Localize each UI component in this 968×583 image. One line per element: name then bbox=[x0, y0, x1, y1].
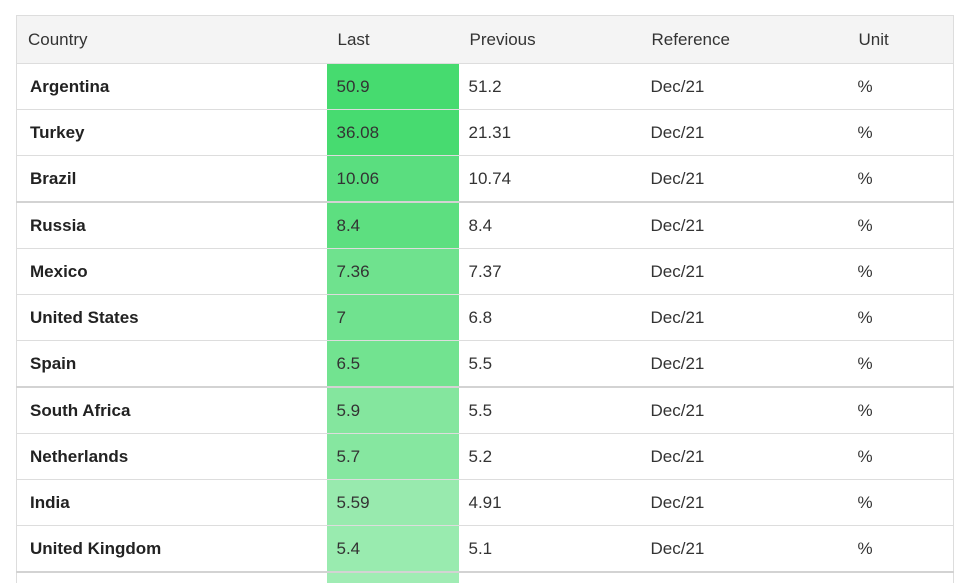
last-value-cell: 50.9 bbox=[327, 64, 459, 110]
unit-cell: % bbox=[848, 249, 954, 295]
table-row: Spain 6.5 5.5 Dec/21 % bbox=[17, 341, 954, 388]
unit-cell: % bbox=[848, 387, 954, 434]
last-value-cell: 5.7 bbox=[327, 434, 459, 480]
unit-cell: % bbox=[848, 64, 954, 110]
inflation-table-container: Country Last Previous Reference Unit Arg… bbox=[16, 15, 953, 583]
country-link[interactable]: Argentina bbox=[17, 64, 327, 110]
table-header: Country Last Previous Reference Unit bbox=[17, 16, 954, 64]
last-value-cell: 5.4 bbox=[327, 526, 459, 573]
column-header-country[interactable]: Country bbox=[17, 16, 327, 64]
country-link[interactable]: Russia bbox=[17, 202, 327, 249]
last-value-cell: 7 bbox=[327, 295, 459, 341]
unit-cell: % bbox=[848, 156, 954, 203]
country-link[interactable]: South Africa bbox=[17, 387, 327, 434]
country-cell-cut-off bbox=[17, 572, 327, 583]
table-row: India 5.59 4.91 Dec/21 % bbox=[17, 480, 954, 526]
table-row: South Africa 5.9 5.5 Dec/21 % bbox=[17, 387, 954, 434]
table-row: Brazil 10.06 10.74 Dec/21 % bbox=[17, 156, 954, 203]
country-link[interactable]: United Kingdom bbox=[17, 526, 327, 573]
table-row: United Kingdom 5.4 5.1 Dec/21 % bbox=[17, 526, 954, 573]
reference-cell: Dec/21 bbox=[641, 295, 848, 341]
column-header-reference[interactable]: Reference bbox=[641, 16, 848, 64]
inflation-rate-table: Country Last Previous Reference Unit Arg… bbox=[16, 15, 954, 583]
last-value-cell: 6.5 bbox=[327, 341, 459, 388]
unit-cell: % bbox=[848, 526, 954, 573]
table-row: Mexico 7.36 7.37 Dec/21 % bbox=[17, 249, 954, 295]
unit-cell: % bbox=[848, 202, 954, 249]
previous-value-cell: 6.8 bbox=[459, 295, 641, 341]
unit-cell: % bbox=[848, 341, 954, 388]
reference-cell: Dec/21 bbox=[641, 434, 848, 480]
reference-cell: Dec/21 bbox=[641, 387, 848, 434]
last-value-cell: 10.06 bbox=[327, 156, 459, 203]
unit-cell: % bbox=[848, 480, 954, 526]
previous-value-cell: 4.91 bbox=[459, 480, 641, 526]
table-row: Russia 8.4 8.4 Dec/21 % bbox=[17, 202, 954, 249]
reference-cell: Dec/21 bbox=[641, 341, 848, 388]
reference-cell: Dec/21 bbox=[641, 156, 848, 203]
reference-cell: Dec/21 bbox=[641, 480, 848, 526]
header-row: Country Last Previous Reference Unit bbox=[17, 16, 954, 64]
previous-value-cell: 10.74 bbox=[459, 156, 641, 203]
reference-cell: Dec/21 bbox=[641, 526, 848, 573]
country-link[interactable]: Netherlands bbox=[17, 434, 327, 480]
country-link[interactable]: United States bbox=[17, 295, 327, 341]
previous-value-cell: 5.5 bbox=[459, 387, 641, 434]
last-value-cell: 36.08 bbox=[327, 110, 459, 156]
last-value-cell-cut-off bbox=[327, 572, 459, 583]
previous-value-cell: 8.4 bbox=[459, 202, 641, 249]
previous-value-cell: 51.2 bbox=[459, 64, 641, 110]
previous-value-cell: 5.5 bbox=[459, 341, 641, 388]
last-value-cell: 8.4 bbox=[327, 202, 459, 249]
reference-cell: Dec/21 bbox=[641, 110, 848, 156]
column-header-unit[interactable]: Unit bbox=[848, 16, 954, 64]
table-row: Turkey 36.08 21.31 Dec/21 % bbox=[17, 110, 954, 156]
last-value-cell: 7.36 bbox=[327, 249, 459, 295]
table-row: Netherlands 5.7 5.2 Dec/21 % bbox=[17, 434, 954, 480]
country-link[interactable]: Mexico bbox=[17, 249, 327, 295]
table-row: United States 7 6.8 Dec/21 % bbox=[17, 295, 954, 341]
table-row: Argentina 50.9 51.2 Dec/21 % bbox=[17, 64, 954, 110]
last-value-cell: 5.59 bbox=[327, 480, 459, 526]
previous-value-cell: 21.31 bbox=[459, 110, 641, 156]
unit-cell: % bbox=[848, 434, 954, 480]
previous-value-cell: 5.1 bbox=[459, 526, 641, 573]
previous-value-cell-cut-off bbox=[459, 572, 641, 583]
column-header-last[interactable]: Last bbox=[327, 16, 459, 64]
country-link[interactable]: Spain bbox=[17, 341, 327, 388]
reference-cell: Dec/21 bbox=[641, 249, 848, 295]
previous-value-cell: 7.37 bbox=[459, 249, 641, 295]
country-link[interactable]: India bbox=[17, 480, 327, 526]
table-body: Argentina 50.9 51.2 Dec/21 % Turkey 36.0… bbox=[17, 64, 954, 583]
previous-value-cell: 5.2 bbox=[459, 434, 641, 480]
last-value-cell: 5.9 bbox=[327, 387, 459, 434]
reference-cell-cut-off bbox=[641, 572, 848, 583]
unit-cell: % bbox=[848, 295, 954, 341]
country-link[interactable]: Brazil bbox=[17, 156, 327, 203]
country-link[interactable]: Turkey bbox=[17, 110, 327, 156]
column-header-previous[interactable]: Previous bbox=[459, 16, 641, 64]
reference-cell: Dec/21 bbox=[641, 64, 848, 110]
table-row-partial bbox=[17, 572, 954, 583]
unit-cell-cut-off bbox=[848, 572, 954, 583]
reference-cell: Dec/21 bbox=[641, 202, 848, 249]
unit-cell: % bbox=[848, 110, 954, 156]
